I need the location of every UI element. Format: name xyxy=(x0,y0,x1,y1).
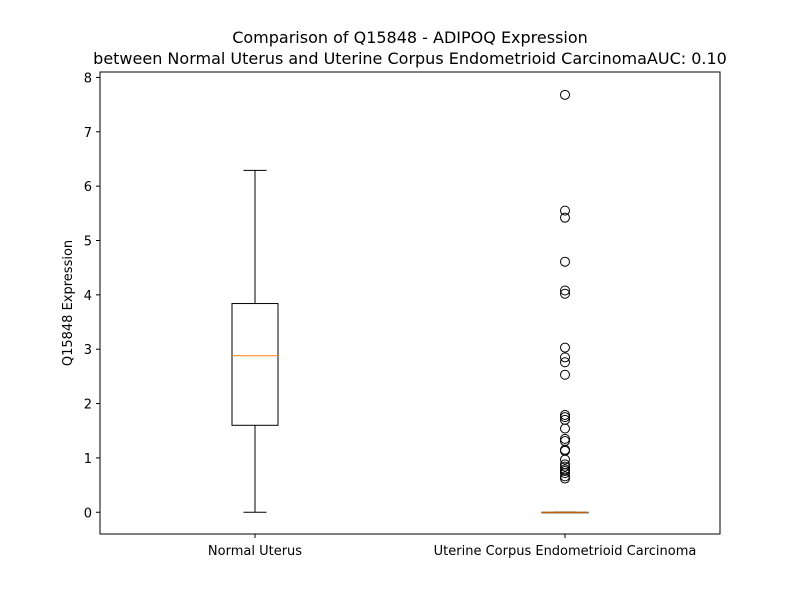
outlier-1-9 xyxy=(560,369,570,380)
outlier-1-14 xyxy=(560,433,570,444)
outlier-1-5 xyxy=(560,288,570,299)
x-tick-label-0: Normal Uterus xyxy=(208,544,302,559)
chart-title-line2: between Normal Uterus and Uterine Corpus… xyxy=(93,49,727,68)
outlier-1-15 xyxy=(560,436,570,447)
y-tick-label-6: 6 xyxy=(84,180,92,195)
outlier-1-1 xyxy=(560,205,570,216)
outlier-1-6 xyxy=(560,342,570,353)
outlier-1-13 xyxy=(560,423,570,434)
outlier-1-2 xyxy=(560,212,570,223)
y-axis-label: Q15848 Expression xyxy=(61,240,76,366)
axes-frame xyxy=(99,71,721,535)
y-tick-label-1: 1 xyxy=(84,452,92,467)
outlier-1-3 xyxy=(560,256,570,267)
outlier-1-23 xyxy=(560,468,570,479)
y-tick-label-3: 3 xyxy=(84,343,92,358)
outlier-1-18 xyxy=(560,454,570,465)
y-tick-label-8: 8 xyxy=(84,71,92,86)
y-tick-label-0: 0 xyxy=(84,506,92,521)
outlier-1-25 xyxy=(560,473,570,484)
y-tick-label-7: 7 xyxy=(84,126,92,141)
outlier-1-8 xyxy=(560,357,570,368)
outlier-1-7 xyxy=(560,352,570,363)
outlier-1-4 xyxy=(560,285,570,296)
outlier-1-0 xyxy=(560,89,570,100)
y-tick-label-4: 4 xyxy=(84,289,92,304)
chart-title-line1: Comparison of Q15848 - ADIPOQ Expression xyxy=(232,28,588,47)
y-tick-label-2: 2 xyxy=(84,398,92,413)
y-tick-label-5: 5 xyxy=(84,234,92,249)
box-0 xyxy=(231,303,279,426)
x-tick-label-1: Uterine Corpus Endometrioid Carcinoma xyxy=(434,544,697,559)
outlier-1-11 xyxy=(560,412,570,423)
plot-area: 0 1 2 3 4 5 6 7 8 Normal Uterus Uterine Corpus End… xyxy=(84,71,697,559)
outlier-1-20 xyxy=(560,461,570,472)
